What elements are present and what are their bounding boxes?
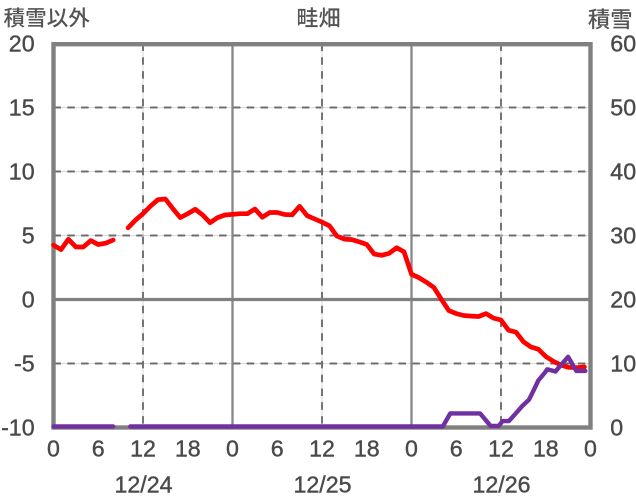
- svg-text:0: 0: [405, 436, 418, 462]
- svg-text:0: 0: [584, 436, 597, 462]
- svg-text:0: 0: [610, 415, 623, 441]
- svg-text:30: 30: [610, 223, 636, 249]
- svg-text:18: 18: [175, 436, 201, 462]
- svg-text:20: 20: [610, 287, 636, 313]
- svg-text:10: 10: [610, 351, 636, 377]
- svg-text:6: 6: [450, 436, 463, 462]
- svg-text:10: 10: [9, 159, 35, 185]
- svg-text:0: 0: [47, 436, 60, 462]
- svg-text:12/25: 12/25: [293, 471, 351, 497]
- svg-text:60: 60: [610, 31, 636, 57]
- svg-text:18: 18: [533, 436, 559, 462]
- svg-text:18: 18: [354, 436, 380, 462]
- svg-text:-10: -10: [1, 415, 35, 441]
- svg-text:12/26: 12/26: [472, 471, 530, 497]
- svg-text:6: 6: [92, 436, 105, 462]
- svg-text:12: 12: [309, 436, 335, 462]
- svg-text:12: 12: [130, 436, 156, 462]
- svg-text:15: 15: [9, 95, 35, 121]
- svg-text:12/24: 12/24: [114, 471, 172, 497]
- svg-text:0: 0: [226, 436, 239, 462]
- svg-text:20: 20: [9, 31, 35, 57]
- svg-text:12: 12: [488, 436, 514, 462]
- svg-text:40: 40: [610, 159, 636, 185]
- svg-text:-5: -5: [14, 351, 35, 377]
- svg-text:0: 0: [22, 287, 35, 313]
- svg-text:50: 50: [610, 95, 636, 121]
- svg-text:6: 6: [271, 436, 284, 462]
- svg-text:5: 5: [22, 223, 35, 249]
